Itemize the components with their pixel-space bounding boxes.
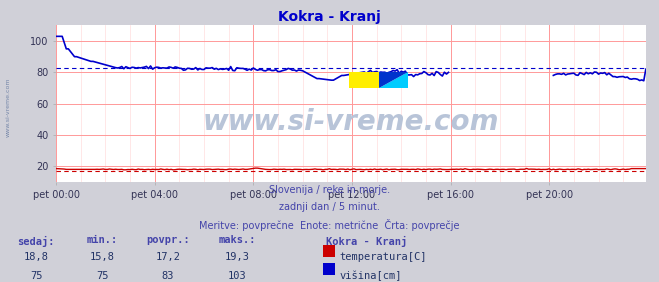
Text: min.:: min.:: [86, 235, 118, 245]
Text: 103: 103: [228, 271, 246, 281]
Polygon shape: [379, 72, 408, 88]
Text: zadnji dan / 5 minut.: zadnji dan / 5 minut.: [279, 202, 380, 212]
Text: 75: 75: [30, 271, 42, 281]
Text: Slovenija / reke in morje.: Slovenija / reke in morje.: [269, 185, 390, 195]
Text: www.si-vreme.com: www.si-vreme.com: [203, 108, 499, 136]
Text: maks.:: maks.:: [219, 235, 256, 245]
Text: Kokra - Kranj: Kokra - Kranj: [326, 235, 407, 246]
Text: 75: 75: [96, 271, 108, 281]
Text: temperatura[C]: temperatura[C]: [339, 252, 427, 262]
Polygon shape: [379, 72, 408, 88]
Text: 83: 83: [162, 271, 174, 281]
Text: www.si-vreme.com: www.si-vreme.com: [5, 78, 11, 137]
Text: Meritve: povprečne  Enote: metrične  Črta: povprečje: Meritve: povprečne Enote: metrične Črta:…: [199, 219, 460, 231]
Text: 15,8: 15,8: [90, 252, 115, 262]
Text: 19,3: 19,3: [225, 252, 250, 262]
Text: 18,8: 18,8: [24, 252, 49, 262]
Text: višina[cm]: višina[cm]: [339, 271, 402, 281]
Text: Kokra - Kranj: Kokra - Kranj: [278, 10, 381, 24]
Text: sedaj:: sedaj:: [18, 235, 55, 246]
Bar: [349, 72, 379, 88]
Text: povpr.:: povpr.:: [146, 235, 190, 245]
Text: 17,2: 17,2: [156, 252, 181, 262]
